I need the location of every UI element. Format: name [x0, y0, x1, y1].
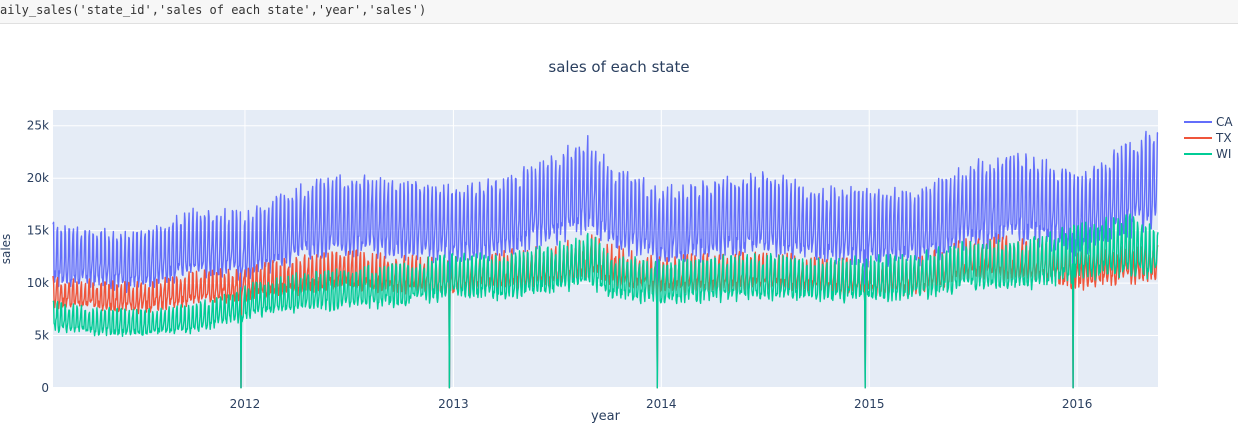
x-tick-label: 2014	[646, 397, 677, 411]
x-tick-label: 2016	[1062, 397, 1093, 411]
x-tick-label: 2012	[230, 397, 261, 411]
y-tick-label: 15k	[27, 224, 49, 238]
y-tick-label: 10k	[27, 276, 49, 290]
series-layer	[52, 130, 1159, 389]
y-tick-label: 20k	[27, 171, 49, 185]
x-axis-title: year	[591, 409, 621, 424]
legend: CA TX WI	[1184, 115, 1233, 161]
series-line-wi[interactable]	[52, 213, 1159, 389]
legend-label-tx[interactable]: TX	[1215, 131, 1232, 145]
chart-title: sales of each state	[548, 58, 689, 76]
legend-label-ca[interactable]: CA	[1216, 115, 1233, 129]
axes: 0 5k 10k 15k 20k 25k 2012 2013 2014 2015 2016	[27, 119, 1093, 411]
legend-label-wi[interactable]: WI	[1216, 147, 1231, 161]
y-tick-label: 5k	[34, 329, 49, 343]
series-line-ca[interactable]	[52, 130, 1159, 389]
y-tick-label: 0	[41, 381, 49, 395]
x-tick-label: 2015	[854, 397, 885, 411]
y-tick-label: 25k	[27, 119, 49, 133]
code-cell[interactable]: aily_sales('state_id','sales of each sta…	[0, 0, 1238, 24]
x-tick-label: 2013	[438, 397, 469, 411]
chart: 0 5k 10k 15k 20k 25k 2012 2013 2014 2015 2016 sale…	[0, 58, 1233, 424]
y-axis-title: sales	[0, 234, 13, 265]
code-cell-text: aily_sales('state_id','sales of each sta…	[0, 3, 427, 17]
plot-area[interactable]	[53, 110, 1158, 388]
